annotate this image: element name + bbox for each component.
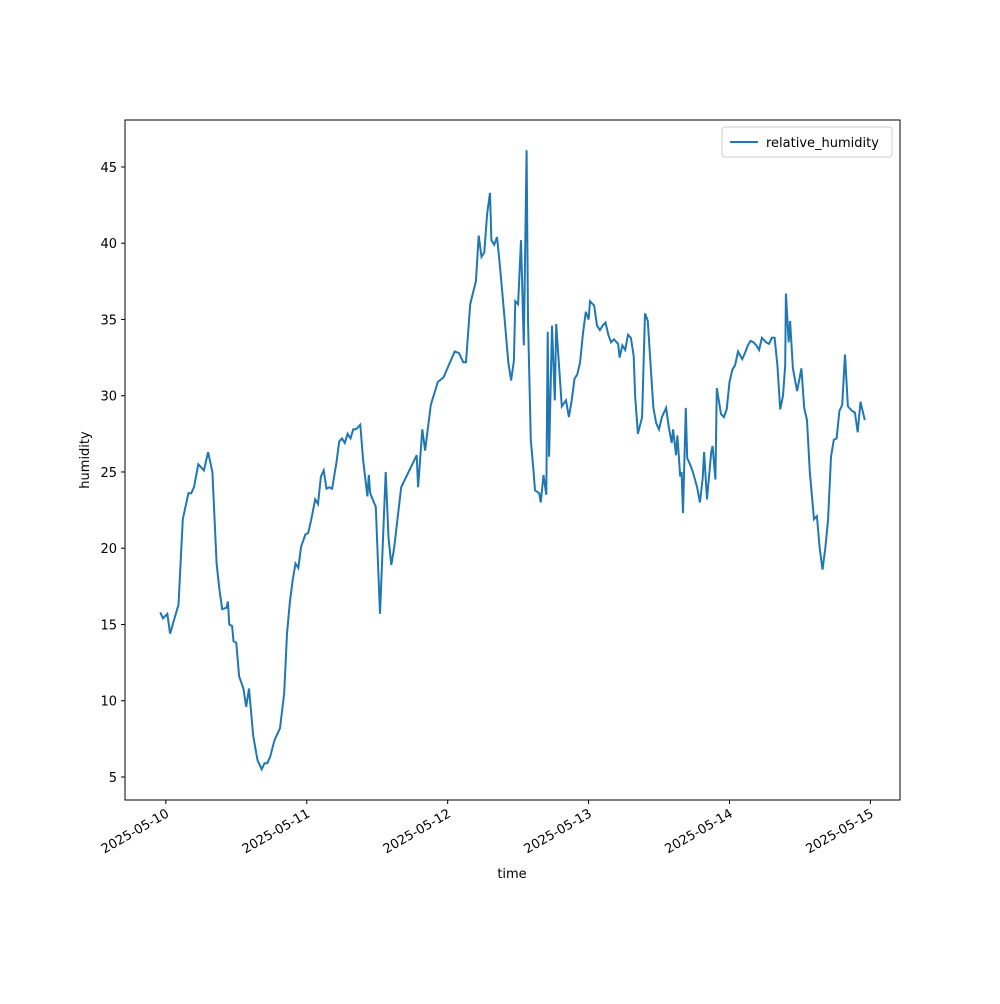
y-tick-label: 10: [100, 695, 117, 710]
x-tick-label: 2025-05-10: [99, 806, 172, 857]
y-axis-label: humidity: [78, 431, 93, 489]
x-tick-label: 2025-05-13: [522, 806, 595, 857]
y-tick-label: 5: [109, 771, 117, 786]
y-tick-label: 45: [100, 161, 117, 176]
y-tick-label: 25: [100, 466, 117, 481]
x-tick-label: 2025-05-12: [381, 806, 454, 857]
legend-box: [721, 126, 893, 158]
x-tick-label: 2025-05-15: [803, 806, 876, 857]
x-tick-label: 2025-05-11: [240, 806, 313, 857]
y-tick-label: 30: [100, 390, 117, 405]
y-tick-label: 35: [100, 313, 117, 328]
y-tick-label: 20: [100, 542, 117, 557]
line: [159, 150, 866, 772]
axes-frame: [124, 119, 901, 801]
y-tick-label: 15: [100, 618, 117, 633]
legend-label: relative_humidity: [766, 136, 879, 151]
x-tick-label: 2025-05-14: [663, 806, 736, 857]
y-tick-label: 40: [100, 237, 117, 252]
x-axis-label: time: [497, 867, 526, 882]
